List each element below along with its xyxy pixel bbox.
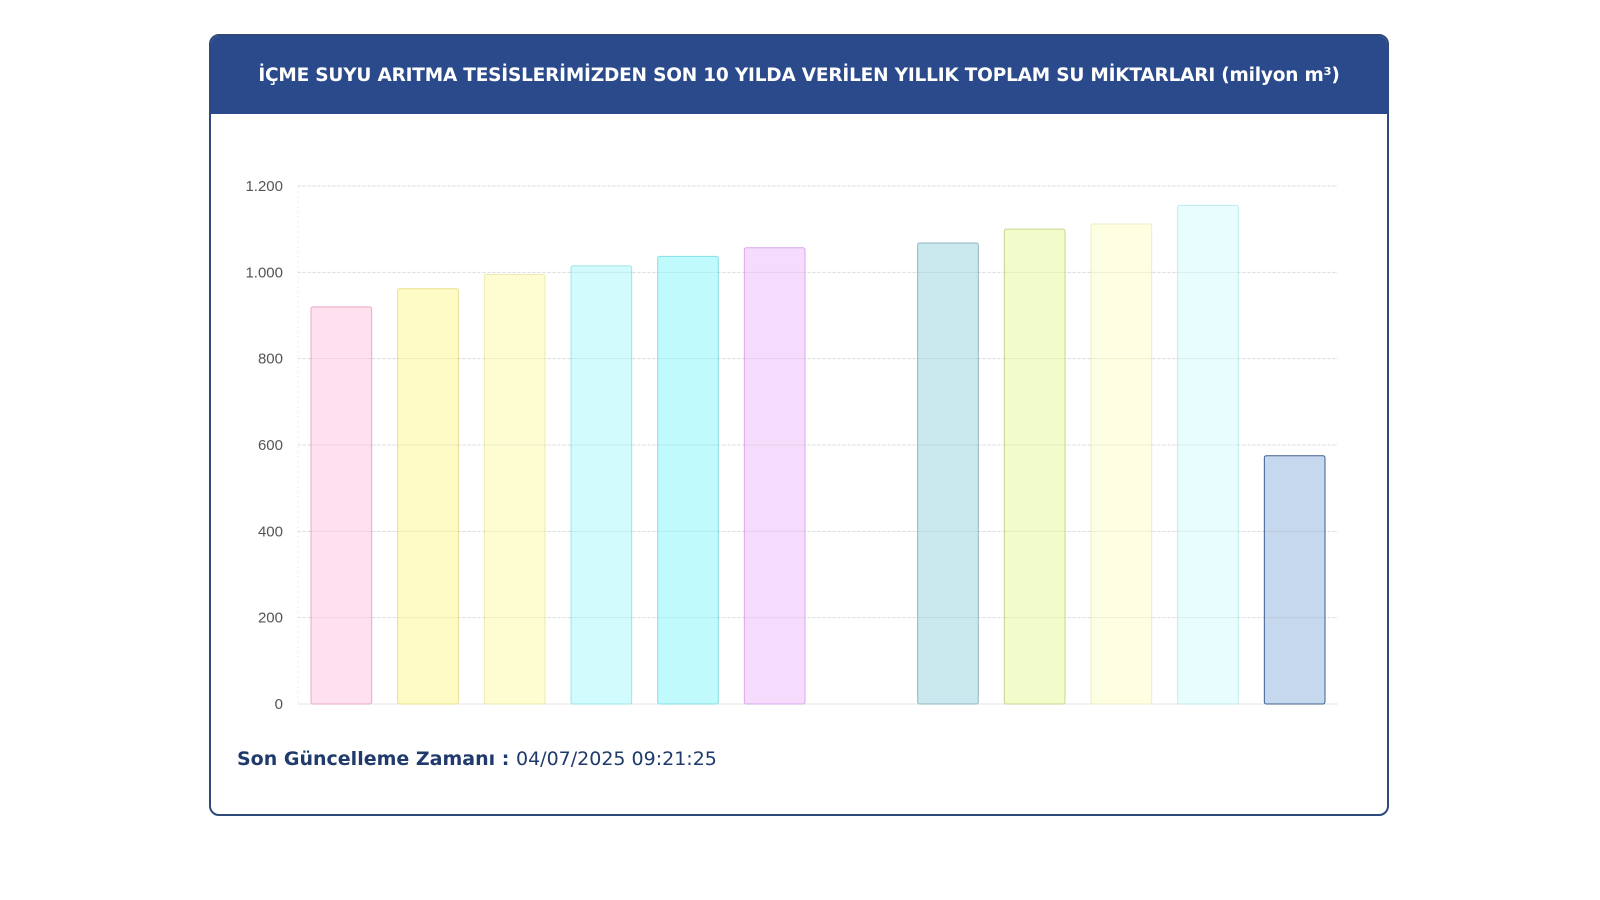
last-update: Son Güncelleme Zamanı : 04/07/2025 09:21… bbox=[237, 748, 717, 770]
bar-2025[interactable] bbox=[1263, 455, 1326, 705]
y-tick-label: 1.000 bbox=[245, 264, 283, 281]
bar-2014[interactable] bbox=[310, 306, 373, 705]
bar-2018[interactable] bbox=[657, 255, 719, 705]
bar-2022[interactable] bbox=[1003, 228, 1066, 705]
y-tick-label: 1.200 bbox=[245, 178, 283, 195]
card-header: İÇME SUYU ARITMA TESİSLERİMİZDEN SON 10 … bbox=[211, 36, 1387, 114]
bar-2019[interactable] bbox=[743, 247, 806, 705]
last-update-label: Son Güncelleme Zamanı bbox=[237, 748, 496, 770]
last-update-separator: : bbox=[495, 748, 516, 770]
bar-2023[interactable] bbox=[1090, 223, 1153, 705]
y-tick-label: 800 bbox=[258, 351, 283, 368]
bar-2021[interactable] bbox=[917, 242, 979, 705]
bars bbox=[298, 185, 1338, 705]
y-tick-label: 200 bbox=[258, 610, 283, 627]
last-update-value: 04/07/2025 09:21:25 bbox=[515, 748, 717, 770]
bar-2017[interactable] bbox=[570, 265, 633, 705]
y-tick-label: 0 bbox=[275, 696, 283, 713]
grid-lines bbox=[297, 185, 1338, 705]
y-tick-label: 400 bbox=[258, 523, 283, 540]
chart-card: İÇME SUYU ARITMA TESİSLERİMİZDEN SON 10 … bbox=[209, 34, 1389, 816]
y-tick-label: 600 bbox=[258, 437, 283, 454]
bar-2016[interactable] bbox=[483, 273, 546, 705]
y-axis-ticks: 0 200 400 600 800 1.000 1.200 bbox=[245, 178, 283, 713]
chart-title: İÇME SUYU ARITMA TESİSLERİMİZDEN SON 10 … bbox=[258, 64, 1340, 86]
bar-2015[interactable] bbox=[397, 288, 459, 705]
bar-2024[interactable] bbox=[1177, 204, 1239, 705]
